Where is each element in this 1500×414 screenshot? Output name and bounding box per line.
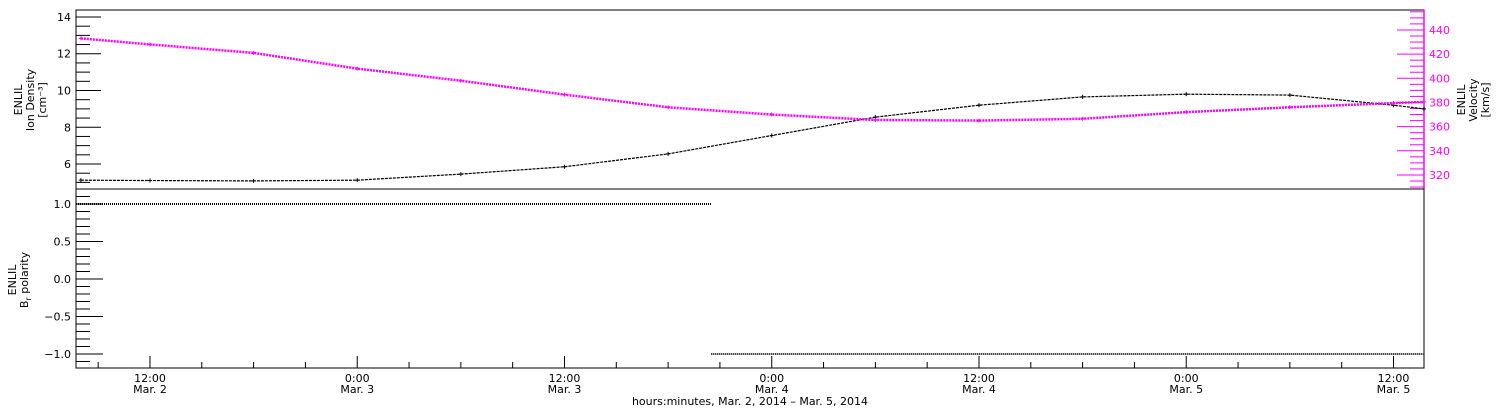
y-axis-title-line: Velocity (1467, 78, 1480, 122)
y-axis-title-line: Ion Density (24, 68, 37, 131)
y-tick-label-right: 440 (1429, 24, 1450, 37)
density-marker (1184, 92, 1189, 97)
y-tick-label-left: 6 (64, 158, 71, 171)
y-tick-label: −0.5 (44, 310, 71, 323)
density-marker (769, 133, 774, 138)
y-axis-title-right: ENLILVelocity[km/s] (1455, 78, 1492, 122)
x-tick-time: 0:00 (1174, 372, 1199, 385)
y-axis-title-left: ENLILIon Density[cm⁻³] (12, 68, 49, 131)
density-marker (355, 178, 360, 183)
y-tick-label: 0.5 (54, 235, 72, 248)
density-marker (147, 178, 152, 183)
x-tick-date: Mar. 4 (755, 383, 789, 396)
velocity-marker (1391, 101, 1396, 106)
y-axis-title-line: polarity (18, 251, 31, 297)
velocity-marker (251, 50, 256, 55)
y-tick-label: 1.0 (54, 198, 72, 211)
y-tick-label-right: 320 (1429, 169, 1450, 182)
y-axis-title-bottom: ENLIL Br polarity (6, 251, 33, 308)
x-tick-date: Mar. 5 (1169, 383, 1203, 396)
velocity-marker (78, 36, 83, 41)
bottom-frame (75, 188, 1425, 369)
velocity-marker (1184, 110, 1189, 115)
velocity-marker (458, 78, 463, 83)
y-axis-title-line: ENLIL (6, 264, 19, 296)
density-marker (1422, 106, 1426, 111)
x-tick-time: 12:00 (134, 372, 166, 385)
y-axis-title-line: [km/s] (1479, 82, 1492, 117)
velocity-marker (769, 112, 774, 117)
velocity-marker (873, 117, 878, 122)
y-tick-label: −1.0 (44, 348, 71, 361)
y-tick-label: 0.0 (54, 273, 72, 286)
y-tick-label-right: 400 (1429, 72, 1450, 85)
density-marker (976, 103, 981, 108)
velocity-marker (1287, 105, 1292, 110)
x-tick-date: Mar. 2 (133, 383, 167, 396)
velocity-marker (355, 66, 360, 71)
y-tick-label-right: 380 (1429, 96, 1450, 109)
y-tick-label-left: 12 (57, 48, 71, 61)
velocity-marker (562, 92, 567, 97)
subscript: r (24, 297, 33, 301)
x-tick-date: Mar. 3 (548, 383, 582, 396)
density-marker (251, 178, 256, 183)
x-tick-time: 0:00 (759, 372, 784, 385)
velocity-line (80, 37, 1425, 122)
y-axis-title-line: [cm⁻³] (36, 82, 49, 118)
y-tick-label-left: 14 (57, 11, 71, 24)
density-line (80, 93, 1425, 182)
x-tick-time: 0:00 (345, 372, 370, 385)
velocity-marker (147, 42, 152, 47)
x-tick-date: Mar. 3 (340, 383, 374, 396)
x-tick-time: 12:00 (549, 372, 581, 385)
density-marker (1080, 94, 1085, 99)
y-tick-label-left: 10 (57, 84, 71, 97)
velocity-marker (976, 118, 981, 123)
y-axis-title-line: ENLIL (1455, 84, 1468, 116)
density-marker (78, 178, 83, 183)
velocity-marker (666, 105, 671, 110)
density-marker (1287, 93, 1292, 98)
density-marker (562, 164, 567, 169)
y-axis-title-line: B (18, 301, 31, 309)
x-axis-label: hours:minutes, Mar. 2, 2014 – Mar. 5, 20… (632, 395, 868, 408)
y-tick-label-right: 420 (1429, 48, 1450, 61)
y-axis-title-line: ENLIL (12, 84, 25, 116)
velocity-marker (1422, 99, 1426, 104)
y-tick-label-right: 360 (1429, 121, 1450, 134)
y-tick-label-right: 340 (1429, 145, 1450, 158)
x-tick-time: 12:00 (1378, 372, 1410, 385)
x-tick-date: Mar. 4 (962, 383, 996, 396)
top-frame (75, 9, 1425, 190)
x-tick-time: 12:00 (963, 372, 995, 385)
velocity-marker (1080, 116, 1085, 121)
y-tick-label-left: 8 (64, 121, 71, 134)
density-marker (458, 172, 463, 177)
density-marker (666, 151, 671, 156)
x-tick-date: Mar. 5 (1377, 383, 1411, 396)
